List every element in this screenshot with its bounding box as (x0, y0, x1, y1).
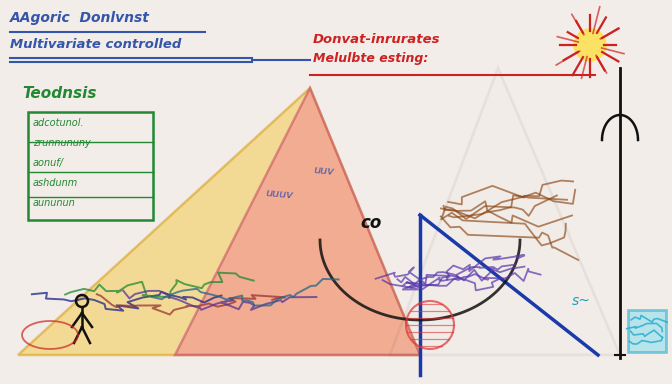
Polygon shape (18, 88, 420, 355)
Text: Teodnsis: Teodnsis (22, 86, 97, 101)
Text: Multivariate controlled: Multivariate controlled (10, 38, 181, 51)
Text: adcotunol.: adcotunol. (33, 118, 85, 128)
Bar (28, 112, 153, 220)
Text: zrunnununy: zrunnununy (33, 138, 91, 148)
Text: Melulbte esting:: Melulbte esting: (313, 52, 428, 65)
Circle shape (574, 29, 606, 61)
Text: ashdunm: ashdunm (33, 178, 78, 188)
Text: co: co (360, 214, 381, 232)
Polygon shape (390, 68, 620, 355)
Text: AAgoric  Donlvnst: AAgoric Donlvnst (10, 11, 150, 25)
Text: aonuf/: aonuf/ (33, 158, 64, 168)
Text: uuv: uuv (313, 165, 335, 177)
Text: s~: s~ (572, 294, 591, 308)
Text: aununun: aununun (33, 198, 76, 208)
Polygon shape (175, 88, 420, 355)
Text: uuuv: uuuv (265, 188, 294, 200)
Text: Donvat-inrurates: Donvat-inrurates (313, 33, 441, 46)
Bar (628, 310, 666, 352)
